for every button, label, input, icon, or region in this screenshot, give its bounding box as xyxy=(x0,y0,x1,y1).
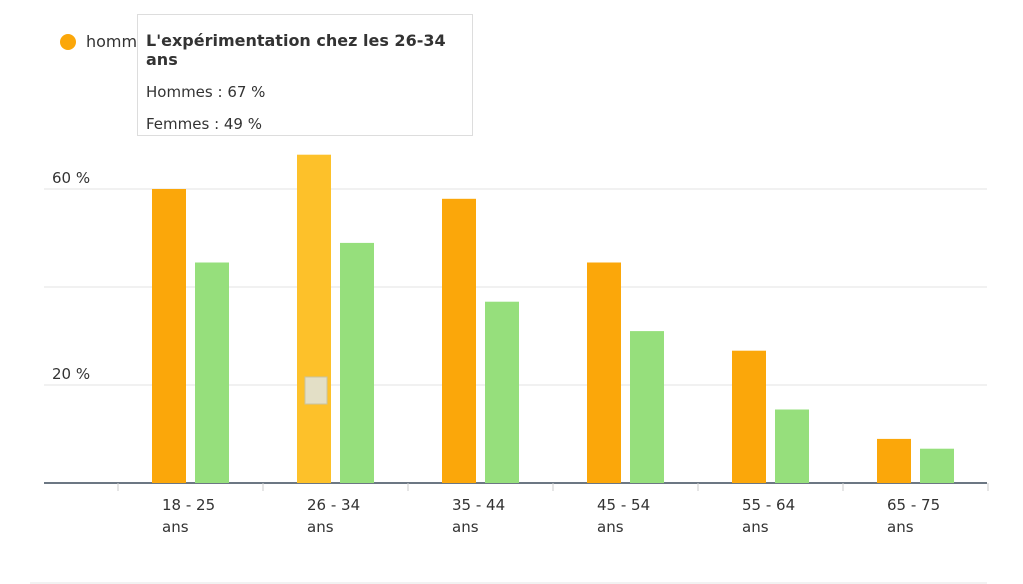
bar xyxy=(775,409,809,483)
bar xyxy=(297,154,331,483)
bar xyxy=(195,262,229,483)
tooltip-line: Femmes : 49 % xyxy=(146,115,263,133)
bar xyxy=(732,350,766,483)
bar xyxy=(630,331,664,483)
bar xyxy=(485,301,519,483)
y-tick-label: 20 % xyxy=(52,365,90,383)
legend-marker xyxy=(60,33,76,50)
x-tick-label: 45 - 54 ans xyxy=(597,496,651,536)
x-tick-label: 18 - 25 ans xyxy=(162,496,216,536)
bar xyxy=(442,198,476,484)
bar xyxy=(920,448,954,483)
bar xyxy=(587,262,621,483)
bar xyxy=(877,438,911,483)
tooltip-line: Hommes : 67 % xyxy=(146,83,266,101)
y-tick-label: 60 % xyxy=(52,169,90,187)
tooltip: L'expérimentation chez les 26-34 ans Hom… xyxy=(137,14,473,136)
bar xyxy=(340,242,374,483)
tooltip-title: L'expérimentation chez les 26-34 ans xyxy=(146,31,446,69)
x-tick-label: 26 - 34 ans xyxy=(307,496,361,536)
bar xyxy=(152,189,186,483)
x-tick-label: 35 - 44 ans xyxy=(452,496,506,536)
x-tick-label: 65 - 75 ans xyxy=(887,496,941,536)
x-tick-label: 55 - 64 ans xyxy=(742,496,796,536)
cursor xyxy=(304,376,328,405)
